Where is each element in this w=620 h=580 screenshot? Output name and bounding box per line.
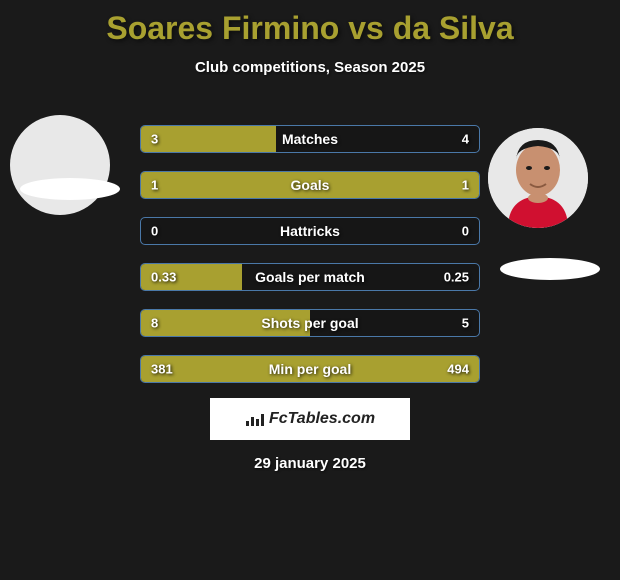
stats-container: 3 Matches 4 1 Goals 1 0 Hattricks 0 0.33 Goals per… — [140, 125, 480, 401]
stat-row: 0.33 Goals per match 0.25 — [140, 263, 480, 291]
stat-value-left: 0.33 — [151, 270, 176, 285]
stat-value-left: 0 — [151, 224, 158, 239]
branding-text: FcTables.com — [269, 410, 375, 428]
avatar-player-left — [10, 115, 110, 215]
stat-value-right: 5 — [462, 316, 469, 331]
avatar-shadow-left — [20, 178, 120, 200]
stat-value-right: 1 — [462, 178, 469, 193]
stat-row: 381 Min per goal 494 — [140, 355, 480, 383]
stat-value-left: 3 — [151, 132, 158, 147]
stat-row: 8 Shots per goal 5 — [140, 309, 480, 337]
stat-label: Goals per match — [255, 269, 365, 285]
stat-label: Shots per goal — [261, 315, 358, 331]
stat-fill-right — [310, 172, 479, 198]
page-title: Soares Firmino vs da Silva — [0, 0, 620, 47]
stat-value-left: 1 — [151, 178, 158, 193]
stat-value-right: 0.25 — [444, 270, 469, 285]
stat-label: Min per goal — [269, 361, 351, 377]
avatar-shadow-right — [500, 258, 600, 280]
stat-value-right: 0 — [462, 224, 469, 239]
stat-value-right: 494 — [447, 362, 469, 377]
stat-value-left: 8 — [151, 316, 158, 331]
stat-value-right: 4 — [462, 132, 469, 147]
chart-icon — [245, 411, 265, 427]
stat-row: 3 Matches 4 — [140, 125, 480, 153]
stat-label: Matches — [282, 131, 338, 147]
stat-fill-left — [141, 126, 276, 152]
date-label: 29 january 2025 — [254, 455, 366, 472]
stat-row: 0 Hattricks 0 — [140, 217, 480, 245]
stat-row: 1 Goals 1 — [140, 171, 480, 199]
stat-value-left: 381 — [151, 362, 173, 377]
stat-label: Hattricks — [280, 223, 340, 239]
stat-fill-left — [141, 172, 310, 198]
avatar-player-right — [488, 128, 588, 228]
branding-badge: FcTables.com — [210, 398, 410, 440]
subtitle: Club competitions, Season 2025 — [0, 59, 620, 76]
stat-label: Goals — [291, 177, 330, 193]
